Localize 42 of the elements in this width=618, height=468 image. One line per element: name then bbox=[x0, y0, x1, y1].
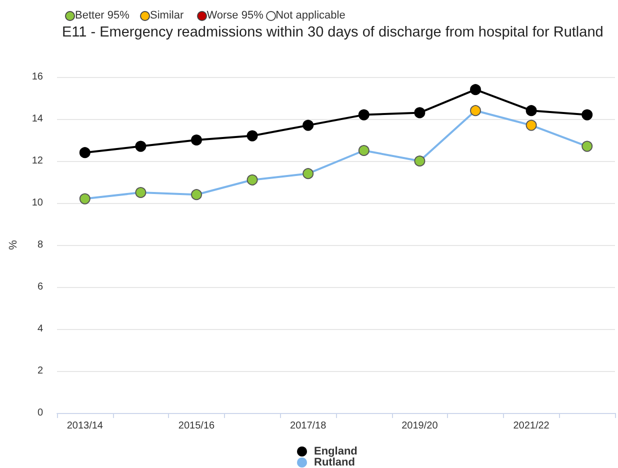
x-tick-label: 2015/16 bbox=[178, 420, 216, 432]
y-tick-label: 10 bbox=[32, 198, 44, 208]
point bbox=[79, 193, 90, 204]
point bbox=[358, 145, 370, 156]
point bbox=[135, 140, 146, 152]
point bbox=[302, 168, 314, 180]
x-tick-label: 2017/18 bbox=[290, 420, 327, 432]
point bbox=[302, 120, 314, 131]
y-tick-label: 4 bbox=[37, 324, 44, 334]
y-tick-label: 0 bbox=[37, 408, 44, 418]
text: Not applicable bbox=[276, 10, 346, 22]
x-tick-label: 2013/14 bbox=[66, 420, 104, 432]
x-tick-label: 2021/22 bbox=[513, 420, 550, 432]
y-tick-label: 6 bbox=[37, 282, 44, 292]
point bbox=[358, 109, 370, 120]
legend-label: Rutland bbox=[314, 456, 355, 468]
point bbox=[191, 134, 202, 146]
point bbox=[526, 105, 537, 116]
y-tick-label: 16 bbox=[32, 72, 44, 82]
text: Worse 95% bbox=[206, 10, 264, 22]
y-axis-title: % bbox=[8, 240, 20, 250]
point bbox=[470, 105, 481, 116]
y-tick-label: 8 bbox=[37, 240, 44, 250]
text: Better 95% bbox=[75, 10, 130, 22]
point bbox=[414, 107, 426, 118]
point bbox=[526, 120, 537, 131]
point bbox=[135, 187, 146, 198]
point bbox=[414, 156, 426, 166]
chart-title: E11 - Emergency readmissions within 30 days of discharge from hospital for Rutland bbox=[62, 24, 604, 40]
x-tick-label: 2019/20 bbox=[402, 420, 438, 432]
y-tick-label: 12 bbox=[32, 156, 44, 166]
legend-label: England bbox=[314, 446, 358, 458]
point bbox=[191, 189, 202, 200]
point bbox=[582, 140, 593, 152]
y-tick-label: 14 bbox=[32, 114, 44, 124]
y-tick-label: 2 bbox=[37, 366, 44, 376]
point bbox=[582, 109, 593, 120]
text: Similar bbox=[150, 10, 184, 22]
point bbox=[246, 174, 258, 186]
point bbox=[79, 147, 90, 158]
point bbox=[470, 84, 481, 96]
point bbox=[246, 130, 258, 142]
